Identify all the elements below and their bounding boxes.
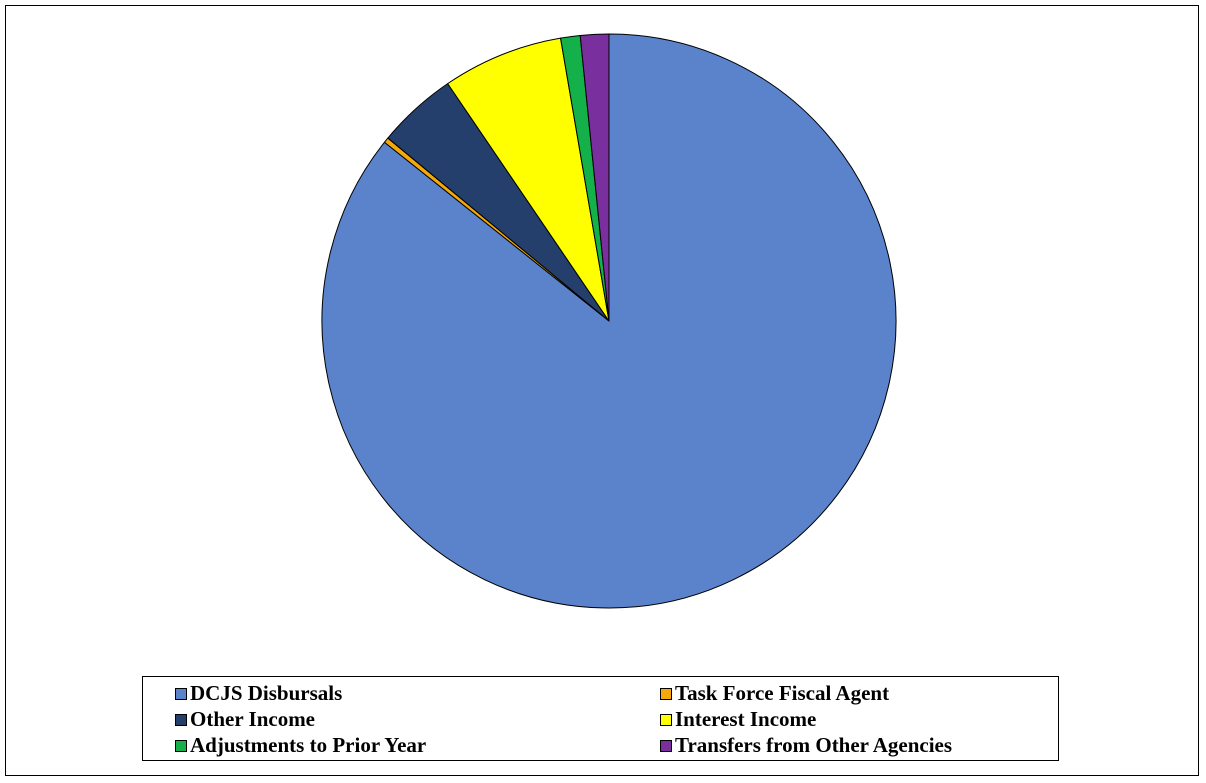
legend-swatch [660,687,672,700]
legend-swatch [175,739,187,752]
legend-label: Interest Income [675,707,817,731]
legend-label: Other Income [190,707,316,731]
legend-label: Task Force Fiscal Agent [675,681,890,705]
legend-item-dcjs-disbursals: DCJS Disbursals [175,681,660,706]
legend-label: DCJS Disbursals [190,681,343,705]
legend-label: Adjustments to Prior Year [190,733,427,757]
chart-frame [5,5,1199,776]
legend-item-other-income: Other Income [175,707,660,732]
legend-item-transfers-from-other-agencies: Transfers from Other Agencies [660,733,1060,758]
legend-swatch [660,739,672,752]
legend: DCJS Disbursals Task Force Fiscal Agent … [142,676,1059,761]
legend-swatch [175,687,187,700]
legend-swatch [660,713,672,726]
pie-slice-transfers-from-other-agencies [579,33,610,322]
pie-slice-interest-income [447,37,610,322]
legend-label: Transfers from Other Agencies [675,733,953,757]
legend-item-task-force-fiscal-agent: Task Force Fiscal Agent [660,681,1060,706]
legend-item-interest-income: Interest Income [660,707,1060,732]
legend-swatch [175,713,187,726]
legend-item-adjustments-to-prior-year: Adjustments to Prior Year [175,733,660,758]
